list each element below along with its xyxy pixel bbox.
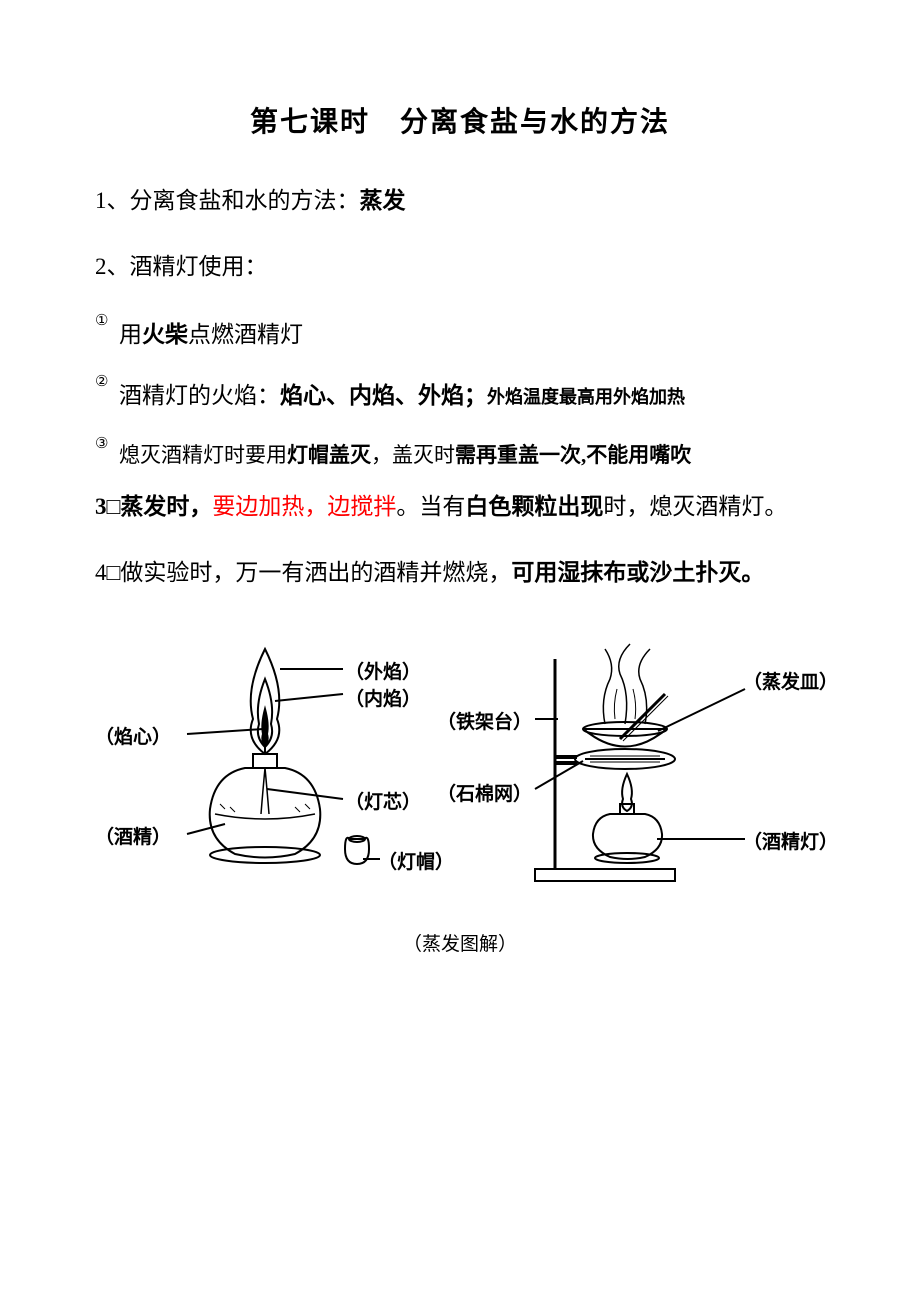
p4-bold: 可用湿抹布或沙土扑灭。 [511,560,764,585]
subpoint-3: ③ 熄灭酒精灯时要用灯帽盖灭，盖灭时需再重盖一次,不能用嘴吹 [95,436,825,476]
label-inner-flame: （内焰） [345,684,421,711]
p1-bold: 蒸发 [360,188,406,213]
point-2: 2、酒精灯使用： [95,246,825,287]
label-alcohol-lamp: （酒精灯） [743,827,838,854]
circled-2-icon: ② [95,368,108,397]
label-alcohol: （酒精） [95,822,171,849]
label-lamp-cap: （灯帽） [378,847,454,874]
s3-b1: 灯帽盖灭 [287,443,371,467]
label-evap-dish: （蒸发皿） [743,667,838,694]
s2-bold: 焰心、内焰、外焰； [280,383,487,408]
label-wick: （灯芯） [345,787,421,814]
p4-pre: 4□做实验时，万一有洒出的酒精并燃烧， [95,560,511,585]
p3-post: 时，熄灭酒精灯。 [603,494,787,519]
p3-pre: 3□蒸发时， [95,494,212,519]
s1-pre: 用 [119,322,142,347]
label-iron-stand: （铁架台） [437,707,532,734]
evaporation-setup-diagram: （蒸发皿） （铁架台） （石棉网） （酒精灯） [465,639,835,899]
point-1: 1、分离食盐和水的方法：蒸发 [95,180,825,221]
p3-red: 要边加热，边搅拌 [212,494,396,519]
alcohol-lamp-diagram: （外焰） （内焰） （焰心） （灯芯） （酒精） （灯帽） [95,639,465,899]
circled-3-icon: ③ [95,430,108,459]
p3-b1: 白色颗粒出现 [465,494,603,519]
p3-mid: 。当有 [396,494,465,519]
diagram-caption: （蒸发图解） [95,929,825,956]
s2-tail: 外焰温度最高用外焰加热 [487,387,685,407]
circled-1-icon: ① [95,307,108,336]
s1-post: 点燃酒精灯 [188,322,303,347]
s3-mid: ，盖灭时 [371,443,455,467]
point-3: 3□蒸发时，要边加热，边搅拌。当有白色颗粒出现时，熄灭酒精灯。 [95,486,825,527]
s1-bold: 火柴 [142,322,188,347]
p1-text: 1、分离食盐和水的方法： [95,188,360,213]
lesson-title: 第七课时 分离食盐与水的方法 [95,100,825,140]
label-flame-core: （焰心） [95,722,171,749]
label-asbestos: （石棉网） [437,779,532,806]
s3-pre: 熄灭酒精灯时要用 [119,443,287,467]
diagram-row: （外焰） （内焰） （焰心） （灯芯） （酒精） （灯帽） [95,639,825,899]
subpoint-1: ① 用火柴点燃酒精灯 [95,313,825,357]
s3-b2: 需再重盖一次,不能用嘴吹 [455,443,691,467]
s2-pre: 酒精灯的火焰： [119,383,280,408]
label-outer-flame: （外焰） [345,657,421,684]
point-4: 4□做实验时，万一有洒出的酒精并燃烧，可用湿抹布或沙土扑灭。 [95,552,825,593]
subpoint-2: ② 酒精灯的火焰：焰心、内焰、外焰；外焰温度最高用外焰加热 [95,374,825,418]
